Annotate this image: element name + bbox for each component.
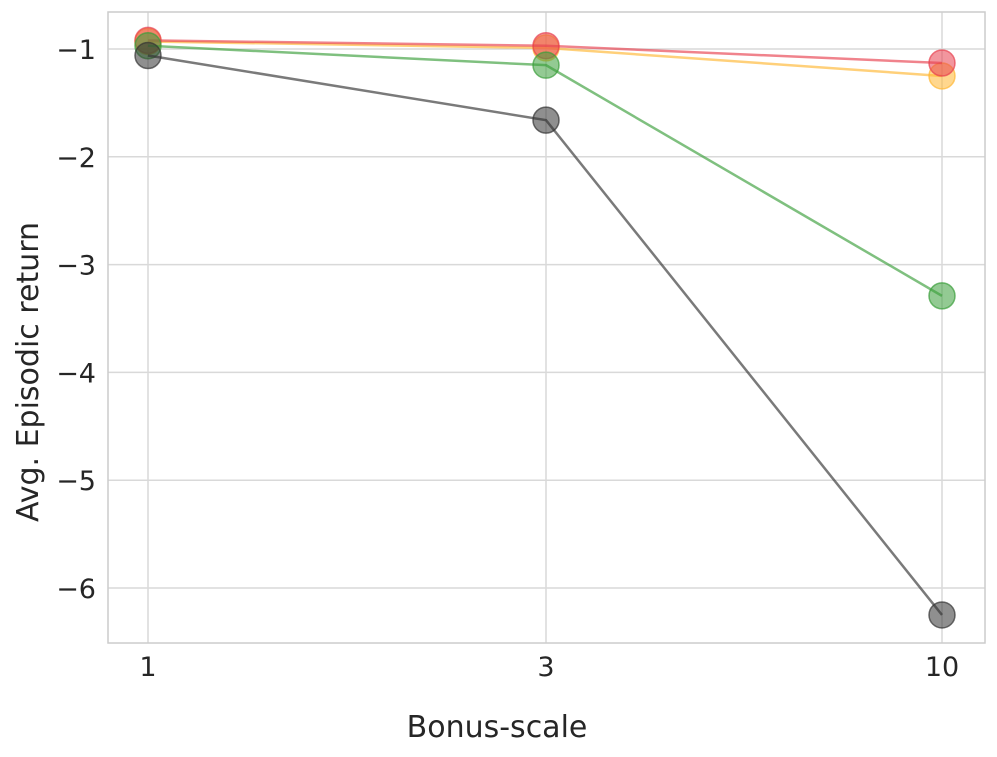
series-layer	[134, 26, 956, 629]
x-tick-label: 3	[537, 652, 554, 683]
series-4	[134, 41, 956, 629]
plot-frame	[107, 11, 986, 644]
data-point	[134, 41, 162, 70]
y-axis-label: Avg. Episodic return	[11, 222, 46, 522]
y-tick-label: −1	[56, 35, 96, 66]
x-axis-label: Bonus-scale	[407, 710, 588, 745]
y-tick-label: −5	[56, 466, 96, 497]
x-tick-label: 10	[925, 652, 959, 683]
y-tick-label: −2	[56, 143, 96, 174]
data-point	[532, 106, 560, 134]
tick-labels: −1 −2 −3 −4 −5 −6 1 3 10	[56, 35, 959, 683]
data-point	[532, 51, 560, 79]
y-tick-label: −4	[56, 358, 96, 389]
data-point	[928, 601, 956, 629]
data-point	[928, 282, 956, 310]
x-tick-label: 1	[139, 652, 156, 683]
y-tick-label: −3	[56, 251, 96, 282]
series-3	[134, 32, 956, 310]
data-point	[928, 49, 956, 77]
y-tick-label: −6	[56, 574, 96, 605]
